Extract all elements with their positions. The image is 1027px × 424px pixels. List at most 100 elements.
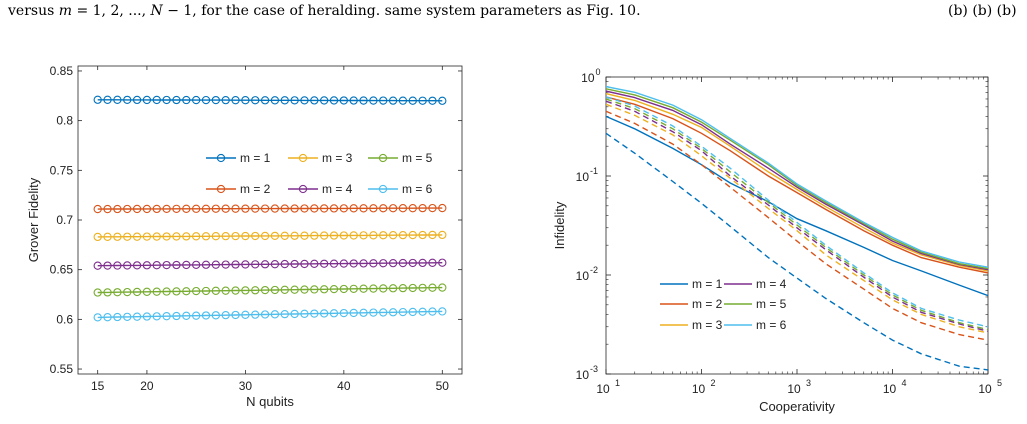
- data-point: [182, 260, 191, 270]
- data-point: [428, 230, 437, 240]
- series-2: [93, 203, 447, 214]
- data-point: [123, 95, 132, 105]
- series-dashed-line: [606, 98, 988, 331]
- data-point: [388, 258, 398, 268]
- data-point: [349, 96, 358, 105]
- data-point: [388, 96, 398, 105]
- data-point: [142, 261, 152, 270]
- data-point: [270, 231, 280, 241]
- legend-label: m = 1: [240, 151, 271, 165]
- y-tick-exponent: -3: [590, 364, 598, 374]
- data-point: [290, 285, 299, 294]
- data-point: [251, 286, 260, 295]
- legend-entry-3: m = 3: [660, 318, 723, 332]
- data-point: [211, 204, 220, 213]
- y-tick-label: 0.8: [56, 114, 73, 128]
- data-point: [251, 310, 260, 319]
- data-point: [241, 286, 250, 295]
- y-axis-label: Grover Fidelity: [26, 177, 41, 262]
- legend-label: m = 4: [322, 182, 353, 196]
- data-point: [379, 308, 388, 317]
- data-point: [251, 96, 260, 105]
- data-point: [260, 96, 270, 105]
- legend-marker: [216, 184, 226, 194]
- plot-frame: [77, 65, 463, 375]
- data-point: [388, 204, 398, 213]
- data-point: [221, 311, 230, 320]
- data-point: [103, 232, 112, 241]
- data-point: [359, 308, 368, 317]
- data-point: [211, 311, 220, 320]
- data-point: [172, 204, 181, 213]
- legend-label: m = 5: [402, 151, 433, 165]
- data-point: [142, 95, 152, 105]
- series-line: [97, 234, 443, 238]
- y-tick-label: 10 -2: [576, 265, 598, 283]
- series-3: [93, 230, 447, 242]
- x-tick-exponent: 1: [615, 378, 620, 388]
- data-point: [113, 288, 122, 297]
- data-point: [300, 204, 309, 213]
- data-point: [152, 287, 161, 296]
- data-point: [398, 307, 408, 317]
- data-point: [132, 261, 142, 270]
- data-point: [320, 259, 329, 268]
- data-point: [438, 283, 447, 292]
- data-point: [103, 261, 112, 270]
- data-point: [320, 309, 329, 318]
- data-point: [398, 283, 408, 293]
- data-point: [172, 95, 181, 105]
- data-point: [123, 204, 132, 214]
- data-point: [231, 310, 240, 320]
- data-point: [320, 96, 329, 105]
- data-point: [300, 259, 309, 269]
- data-point: [132, 312, 142, 321]
- data-point: [93, 232, 102, 242]
- data-point: [152, 261, 161, 270]
- data-point: [211, 232, 220, 241]
- data-point: [93, 204, 102, 214]
- data-point: [132, 204, 142, 214]
- data-point: [398, 204, 408, 213]
- data-point: [132, 232, 142, 241]
- data-point: [438, 96, 447, 105]
- series-line: [97, 262, 443, 267]
- legend-label: m = 5: [756, 297, 787, 311]
- data-point: [260, 260, 270, 269]
- data-point: [408, 258, 417, 268]
- data-point: [192, 311, 201, 320]
- x-tick-base: 10: [883, 382, 897, 396]
- data-point: [172, 232, 181, 241]
- legend-entry-6: m = 6: [368, 182, 433, 196]
- data-point: [388, 284, 398, 293]
- data-point: [172, 311, 181, 321]
- figure-caption: versus m = 1, 2, ..., N − 1, for the cas…: [8, 3, 1017, 19]
- y-tick-label: 0.55: [50, 362, 74, 376]
- data-point: [428, 307, 437, 316]
- data-point: [152, 312, 161, 321]
- x-tick-label: 10 4: [883, 378, 907, 396]
- data-point: [438, 203, 447, 213]
- x-tick-label: 30: [239, 379, 253, 393]
- data-point: [290, 204, 299, 213]
- data-point: [388, 308, 398, 317]
- data-point: [310, 96, 319, 105]
- data-point: [201, 260, 211, 269]
- data-point: [398, 230, 408, 240]
- series-2: [606, 96, 988, 341]
- x-tick-label: 10 5: [978, 378, 1002, 396]
- data-point: [270, 96, 280, 105]
- caption-suffix: − 1, for the case of heralding. same sys…: [162, 3, 641, 19]
- data-point: [320, 231, 329, 240]
- series-5: [606, 88, 988, 331]
- data-point: [349, 284, 358, 293]
- data-point: [320, 204, 329, 213]
- data-point: [211, 260, 220, 269]
- data-point: [329, 96, 339, 105]
- data-point: [339, 204, 348, 213]
- legend-marker: [378, 184, 388, 194]
- data-point: [162, 312, 171, 321]
- data-point: [339, 284, 348, 294]
- data-point: [379, 204, 388, 213]
